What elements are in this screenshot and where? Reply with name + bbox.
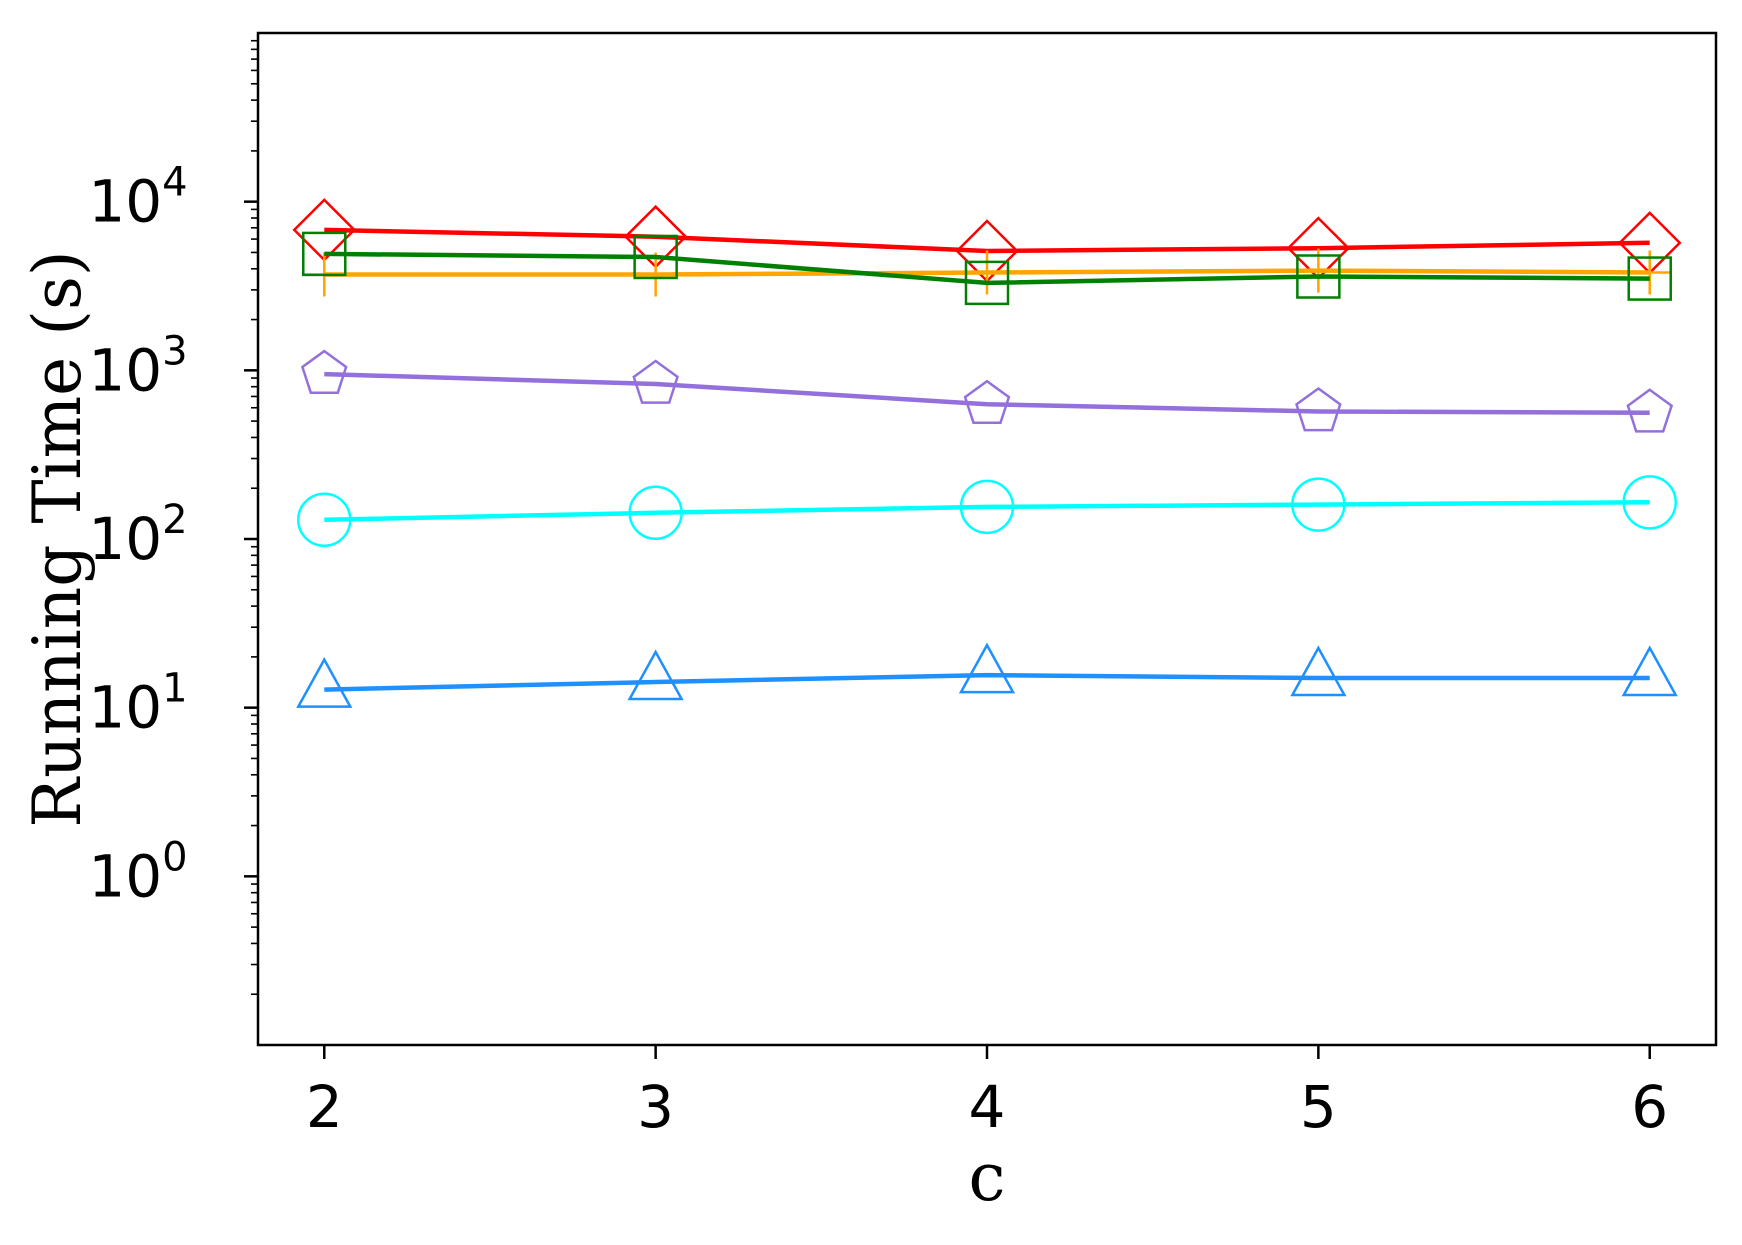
data-point-square [964, 260, 1010, 306]
data-point-triangle [1290, 645, 1347, 697]
series-3 [302, 231, 1672, 306]
data-point-pentagon [963, 379, 1011, 425]
tick-marks [244, 39, 1651, 1059]
data-point-triangle [296, 657, 353, 708]
series-line [324, 227, 1650, 254]
data-point-plus [633, 252, 678, 297]
x-tick-label: 3 [637, 1073, 674, 1141]
series-6 [296, 642, 1678, 708]
plot-frame [256, 31, 1718, 1047]
y-tick-labels: 100 101 102 103 104 [88, 160, 187, 911]
series-line [324, 251, 1650, 286]
data-point-circle [1622, 475, 1677, 530]
data-point-circle [297, 492, 352, 548]
x-tick-label: 2 [306, 1073, 343, 1141]
x-axis-title: c [969, 1139, 1006, 1216]
data-point-square [1296, 254, 1341, 299]
y-tick-label: 100 [88, 834, 187, 910]
data-point-square [633, 234, 678, 280]
data-series [292, 198, 1682, 708]
series-line [324, 672, 1650, 692]
series-4 [300, 349, 1674, 433]
data-point-circle [628, 485, 683, 541]
y-tick-label: 103 [88, 328, 187, 404]
data-point-triangle [627, 649, 684, 701]
data-point-pentagon [1295, 386, 1342, 432]
data-point-pentagon [632, 359, 679, 404]
data-point-pentagon [300, 349, 348, 394]
data-point-pentagon [1626, 388, 1674, 433]
x-tick-labels: 2 3 4 5 6 [306, 1073, 1668, 1141]
series-line [324, 371, 1650, 416]
data-point-square [302, 231, 347, 277]
x-tick-label: 6 [1631, 1073, 1668, 1141]
data-point-plus [965, 250, 1009, 295]
data-point-circle [959, 479, 1015, 535]
data-point-triangle [958, 642, 1016, 694]
data-point-square [1627, 256, 1672, 301]
data-point-circle [1291, 477, 1346, 532]
series-5 [297, 475, 1677, 548]
data-point-triangle [1621, 645, 1678, 697]
y-axis-title: Running Time (s) [19, 250, 96, 827]
x-tick-label: 5 [1300, 1073, 1337, 1141]
series-line [324, 500, 1650, 523]
y-tick-label: 104 [88, 160, 187, 236]
x-tick-label: 4 [969, 1073, 1006, 1141]
y-tick-label: 101 [88, 666, 187, 742]
y-tick-label: 102 [88, 497, 187, 573]
